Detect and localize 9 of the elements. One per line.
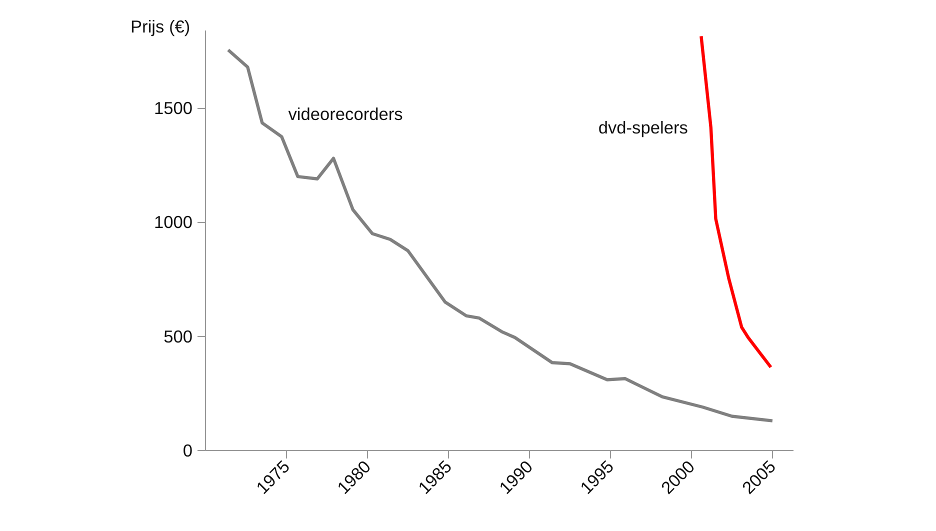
series-label: dvd-spelers [598,118,688,138]
series-label: videorecorders [288,104,404,124]
y-tick-label: 1000 [154,212,193,232]
line-series [700,34,772,369]
y-axis-title: Prijs (€) [130,16,190,36]
y-tick-label: 1500 [154,98,193,118]
line-series [226,48,774,422]
y-tick-label: 0 [182,440,193,460]
y-tick-label: 500 [164,326,193,346]
